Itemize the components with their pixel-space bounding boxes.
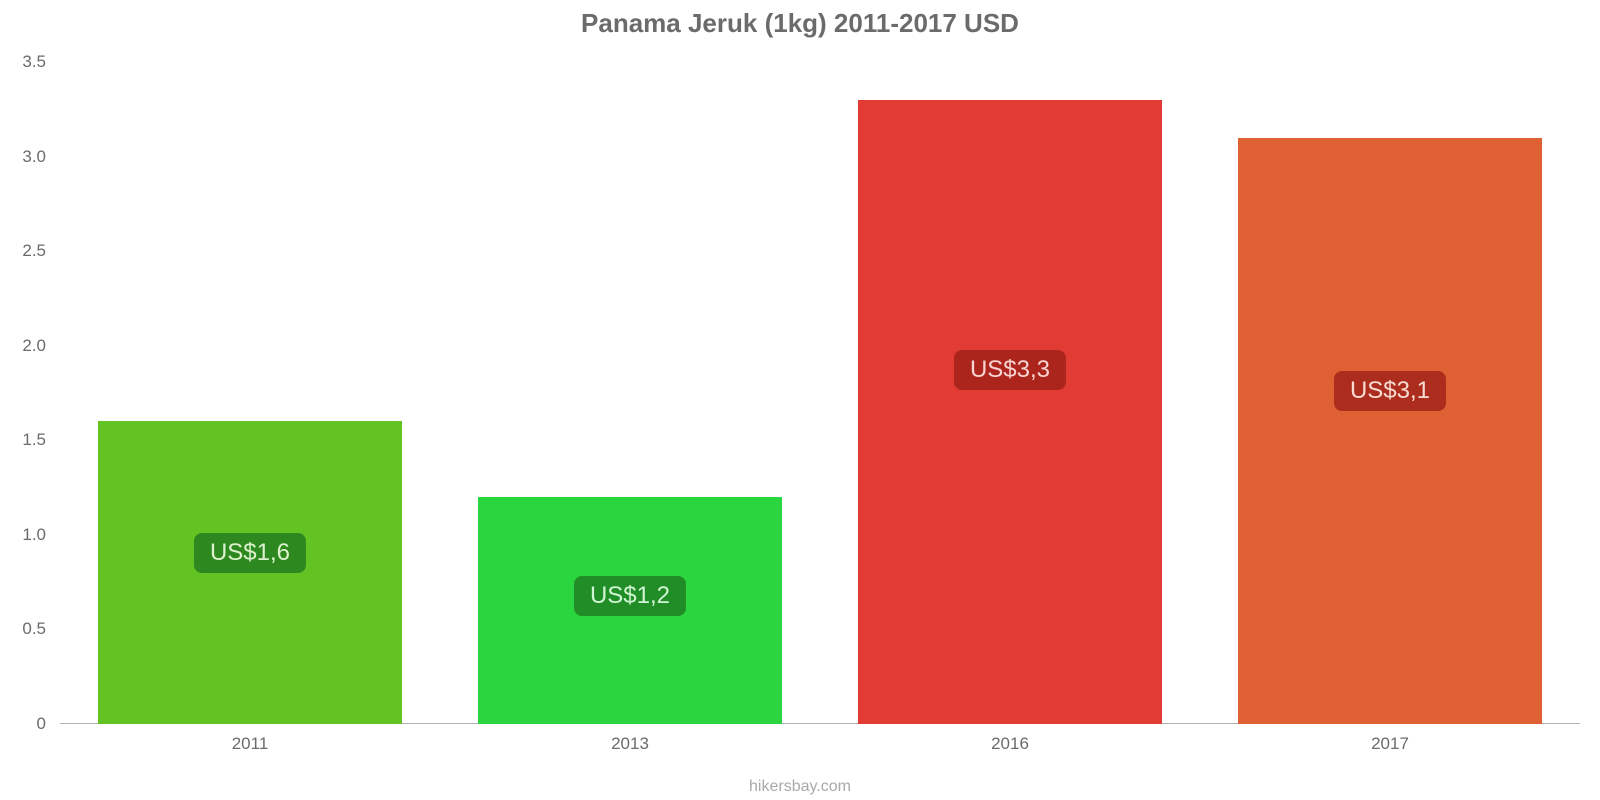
chart-footer: hikersbay.com bbox=[0, 778, 1600, 796]
plot-area: 00.51.01.52.02.53.03.5US$1,62011US$1,220… bbox=[60, 62, 1580, 724]
x-axis-label: 2017 bbox=[1371, 724, 1409, 754]
x-axis-label: 2016 bbox=[991, 724, 1029, 754]
y-axis-tick: 1.0 bbox=[22, 525, 60, 545]
bar-value-label: US$1,2 bbox=[574, 576, 686, 616]
y-axis-tick: 3.5 bbox=[22, 52, 60, 72]
x-axis-label: 2013 bbox=[611, 724, 649, 754]
x-axis-label: 2011 bbox=[232, 724, 269, 754]
bar: US$3,1 bbox=[1238, 138, 1542, 724]
y-axis-tick: 0.5 bbox=[22, 619, 60, 639]
bar-value-label: US$3,3 bbox=[954, 350, 1066, 390]
y-axis-tick: 3.0 bbox=[22, 147, 60, 167]
bar: US$1,6 bbox=[98, 421, 402, 724]
bar-fill bbox=[1238, 138, 1542, 724]
bar-chart: Panama Jeruk (1kg) 2011-2017 USD 00.51.0… bbox=[0, 0, 1600, 800]
bar-fill bbox=[858, 100, 1162, 724]
y-axis-tick: 2.5 bbox=[22, 241, 60, 261]
y-axis-tick: 2.0 bbox=[22, 336, 60, 356]
bar-value-label: US$1,6 bbox=[194, 533, 306, 573]
bar: US$3,3 bbox=[858, 100, 1162, 724]
bar: US$1,2 bbox=[478, 497, 782, 724]
bar-value-label: US$3,1 bbox=[1334, 371, 1446, 411]
chart-title: Panama Jeruk (1kg) 2011-2017 USD bbox=[0, 8, 1600, 39]
y-axis-tick: 0 bbox=[37, 714, 60, 734]
y-axis-tick: 1.5 bbox=[22, 430, 60, 450]
